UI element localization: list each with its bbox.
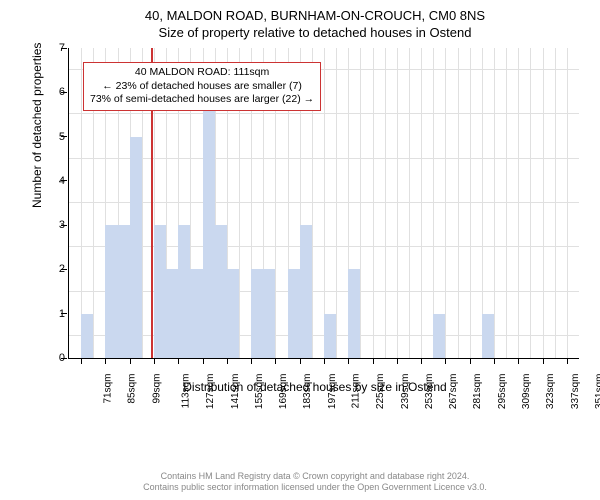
x-tick-label: 351sqm [594,374,600,410]
histogram-bar [288,269,300,358]
annotation-line2: ← 23% of detached houses are smaller (7) [90,80,314,94]
property-size-chart: 40, MALDON ROAD, BURNHAM-ON-CROUCH, CM0 … [40,8,590,428]
y-tick-label: 3 [45,219,65,231]
plot-area: 0123456771sqm85sqm99sqm113sqm127sqm141sq… [68,48,579,359]
y-tick-label: 6 [45,86,65,98]
histogram-bar [154,225,166,358]
y-tick-label: 5 [45,131,65,143]
histogram-bar [130,137,142,358]
histogram-bar [203,92,215,358]
y-tick-label: 2 [45,263,65,275]
histogram-bar [227,269,239,358]
y-tick-label: 7 [45,42,65,54]
chart-title-sub: Size of property relative to detached ho… [40,25,590,40]
histogram-bar [251,269,263,358]
y-tick-label: 4 [45,175,65,187]
y-axis-label: Number of detached properties [30,43,44,208]
histogram-bar [482,314,494,358]
histogram-bar [324,314,336,358]
footer-line1: Contains HM Land Registry data © Crown c… [40,471,590,483]
annotation-line3: 73% of semi-detached houses are larger (… [90,93,314,107]
histogram-bar [263,269,275,358]
histogram-bar [348,269,360,358]
x-axis-label: Distribution of detached houses by size … [40,380,590,394]
histogram-bar [105,225,117,358]
footer-line2: Contains public sector information licen… [40,482,590,494]
y-tick-label: 0 [45,352,65,364]
footer-attribution: Contains HM Land Registry data © Crown c… [40,471,590,494]
y-tick-label: 1 [45,308,65,320]
histogram-bar [190,269,202,358]
annotation-box: 40 MALDON ROAD: 111sqm← 23% of detached … [83,62,321,111]
annotation-line1: 40 MALDON ROAD: 111sqm [90,66,314,80]
histogram-bar [81,314,93,358]
histogram-bar [118,225,130,358]
histogram-bar [300,225,312,358]
chart-title-main: 40, MALDON ROAD, BURNHAM-ON-CROUCH, CM0 … [40,8,590,23]
histogram-bar [166,269,178,358]
histogram-bar [178,225,190,358]
histogram-bar [215,225,227,358]
histogram-bar [433,314,445,358]
